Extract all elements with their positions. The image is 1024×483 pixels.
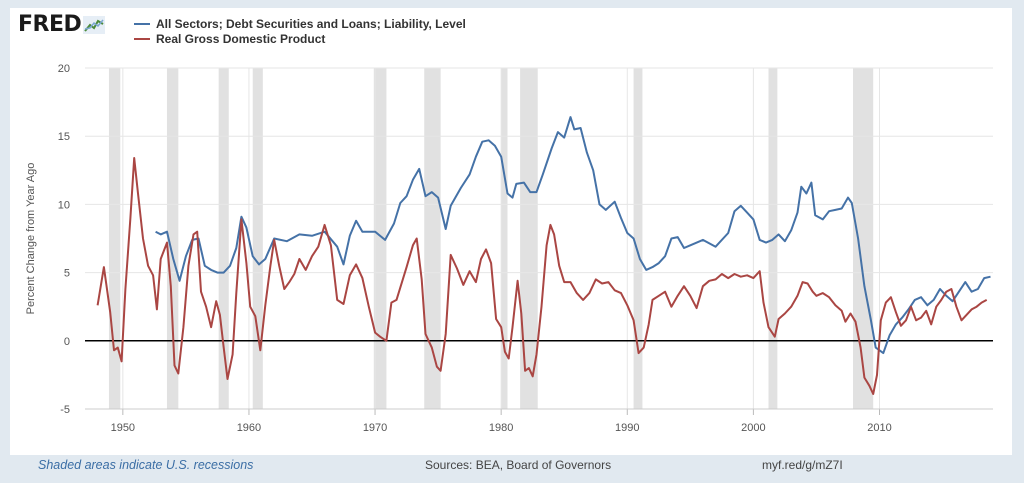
recession-band — [108, 68, 121, 409]
x-tick-label: 1960 — [237, 422, 261, 434]
chart-legend: All Sectors; Debt Securities and Loans; … — [134, 16, 466, 46]
legend-label-debt: All Sectors; Debt Securities and Loans; … — [156, 16, 466, 31]
y-tick-label: 0 — [64, 336, 70, 348]
recession-band — [633, 68, 643, 409]
fred-logo-text: FRED — [18, 12, 82, 37]
x-tick-label: 1990 — [615, 422, 639, 434]
legend-swatch-debt — [134, 22, 150, 25]
x-tick-label: 1980 — [489, 422, 513, 434]
legend-item-debt[interactable]: All Sectors; Debt Securities and Loans; … — [134, 16, 466, 31]
legend-swatch-gdp — [134, 37, 150, 40]
series-line-debt — [155, 116, 991, 355]
legend-item-gdp[interactable]: Real Gross Domestic Product — [134, 31, 466, 46]
chart-line-icon — [83, 15, 106, 34]
x-tick-label: 1970 — [363, 422, 387, 434]
recession-band — [252, 68, 263, 409]
short-url[interactable]: myf.red/g/mZ7I — [762, 458, 843, 472]
x-tick-label: 2000 — [741, 422, 765, 434]
x-tick-label: 2010 — [867, 422, 891, 434]
recession-band — [501, 68, 508, 409]
recession-band — [373, 68, 387, 409]
series-line-gdp — [96, 157, 988, 395]
y-axis-label: Percent Change from Year Ago — [25, 163, 37, 315]
fred-logo[interactable]: FRED — [18, 12, 106, 37]
recession-band — [853, 68, 874, 409]
y-tick-label: 20 — [58, 63, 70, 75]
y-tick-label: 15 — [58, 131, 70, 143]
plot-area — [85, 68, 993, 409]
sources-text: Sources: BEA, Board of Governors — [425, 458, 612, 472]
y-tick-label: 5 — [64, 268, 70, 280]
x-tick-label: 1950 — [111, 422, 135, 434]
recession-band — [424, 68, 441, 409]
legend-label-gdp: Real Gross Domestic Product — [156, 31, 326, 46]
y-tick-label: -5 — [60, 404, 70, 416]
recession-band — [520, 68, 538, 409]
recession-band — [166, 68, 179, 409]
y-tick-label: 10 — [58, 199, 70, 211]
recession-band — [218, 68, 229, 409]
recession-note: Shaded areas indicate U.S. recessions — [38, 458, 254, 472]
